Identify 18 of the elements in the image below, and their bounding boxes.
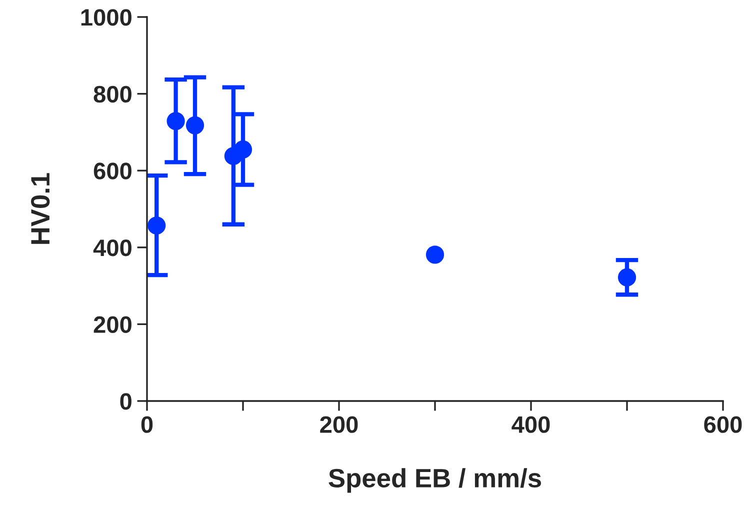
point	[148, 216, 166, 235]
y-tick-label: 600	[94, 162, 132, 180]
x-axis-title: Speed EB / mm/s	[328, 468, 541, 493]
y-tick-label: 0	[120, 393, 132, 410]
point	[186, 116, 204, 134]
point	[426, 246, 444, 264]
y-axis-title: HV0.1	[30, 173, 50, 244]
y-tick-label: 400	[93, 239, 132, 256]
point	[618, 268, 636, 286]
point	[166, 112, 185, 130]
y-tick-label: 800	[94, 86, 132, 103]
x-tick-label: 400	[512, 416, 550, 433]
x-tick-label: 600	[704, 416, 742, 433]
x-tick-label: 0	[141, 416, 153, 433]
y-tick-label: 200	[94, 316, 132, 333]
point	[234, 140, 252, 159]
x-tick-label: 200	[320, 416, 358, 433]
y-tick-label: 1000	[81, 9, 132, 26]
